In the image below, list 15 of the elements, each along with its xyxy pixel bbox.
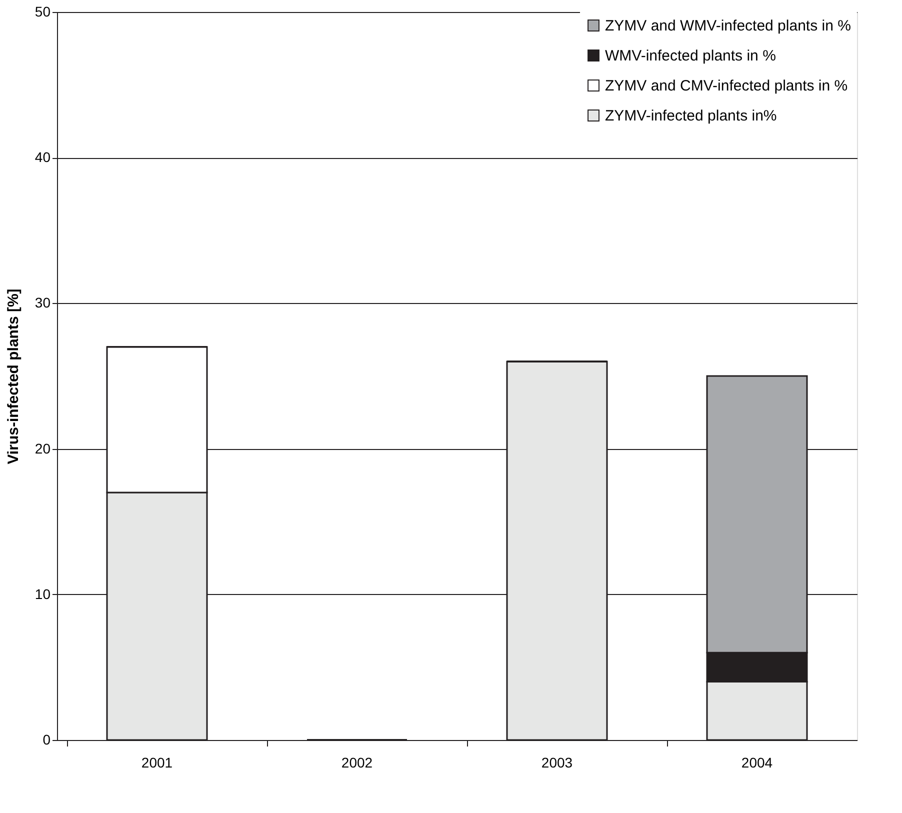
y-tick-label: 0 xyxy=(42,732,51,748)
y-tick-label: 30 xyxy=(34,294,51,311)
x-tick-label: 2003 xyxy=(541,754,573,770)
y-tick-label: 10 xyxy=(34,586,51,602)
legend-label: ZYMV-infected plants in% xyxy=(605,108,777,124)
y-axis-title: Virus-infected plants [%] xyxy=(4,288,22,464)
y-tick-label: 50 xyxy=(34,4,51,20)
x-tick-label: 2001 xyxy=(141,754,173,770)
x-tick-label: 2002 xyxy=(341,754,373,770)
y-tick-label: 40 xyxy=(34,149,51,166)
legend-label: ZYMV and WMV-infected plants in % xyxy=(605,18,851,34)
legend-label: WMV-infected plants in % xyxy=(605,48,776,64)
x-tick-label: 2004 xyxy=(741,754,773,770)
y-tick-label: 20 xyxy=(34,440,51,456)
legend-label: ZYMV and CMV-infected plants in % xyxy=(605,78,848,94)
